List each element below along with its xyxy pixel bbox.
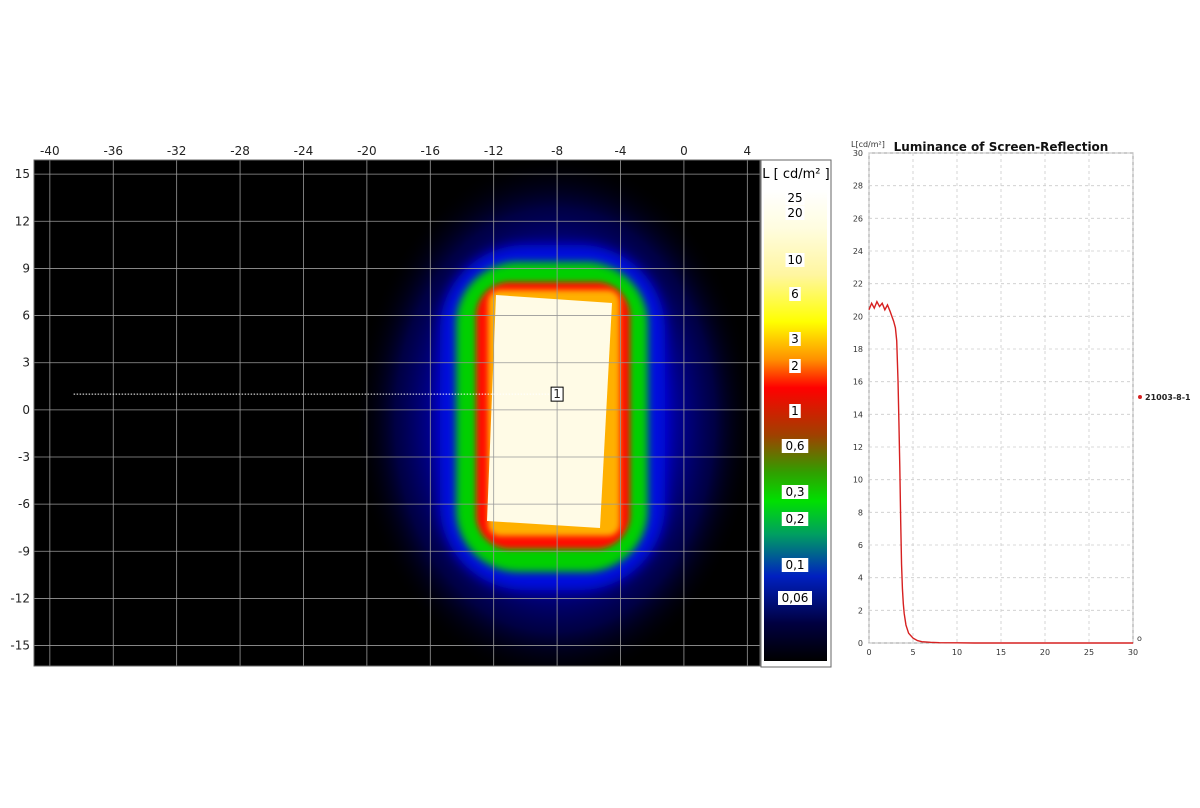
heatmap-y-tick-label: 0 — [22, 403, 30, 417]
colorbar-label-bg — [785, 191, 805, 205]
colorbar-label: 2 — [791, 359, 799, 373]
heatmap-x-tick-label: -24 — [294, 144, 314, 158]
heatmap-grid — [34, 160, 760, 666]
colorbar-label: 1 — [791, 404, 799, 418]
profile-line-label: 1 — [553, 387, 561, 401]
colorbar-label-bg — [781, 485, 809, 499]
colorbar-label: 0,3 — [785, 485, 804, 499]
heatmap-y-tick-label: 15 — [15, 167, 30, 181]
colorbar-label-bg — [789, 404, 801, 418]
profile-line-marker: 1 — [550, 386, 564, 402]
heatmap-x-tick-label: -4 — [615, 144, 627, 158]
heatmap-x-tick-label: 0 — [680, 144, 688, 158]
colorbar-label-bg — [789, 287, 801, 301]
heatmap-x-tick-label: -20 — [357, 144, 377, 158]
heatmap-y-tick-label: 9 — [22, 261, 30, 275]
heatmap-y-tick-label: 12 — [15, 214, 30, 228]
heatmap-x-ticks: -40 -36 -32 -28 -24 -20 -16 -12 -8 -4 0 4 — [40, 144, 751, 158]
colorbar-label-bg — [781, 558, 809, 572]
colorbar-label-bg — [789, 359, 801, 373]
heatmap-y-tick-label: -9 — [18, 544, 30, 558]
heatmap-x-tick-label: -28 — [230, 144, 250, 158]
heatmap-x-tick-label: -16 — [420, 144, 440, 158]
colorbar-label: 20 — [787, 206, 802, 220]
colorbar-label-bg — [778, 591, 812, 605]
colorbar-label-bg — [785, 206, 805, 220]
heatmap-x-tick-label: -12 — [484, 144, 504, 158]
heatmap-x-tick-label: -32 — [167, 144, 187, 158]
heatmap-y-tick-label: -15 — [10, 639, 30, 653]
heatmap-frame — [33, 159, 761, 667]
heatmap-x-tick-label: -8 — [551, 144, 563, 158]
heatmap-y-tick-label: -3 — [18, 450, 30, 464]
colorbar-label: 3 — [791, 332, 799, 346]
heatmap-y-tick-label: -6 — [18, 497, 30, 511]
colorbar-label-bg — [789, 332, 801, 346]
heatmap-y-tick-label: 3 — [22, 356, 30, 370]
colorbar-gradient — [764, 190, 827, 661]
colorbar-label: 0,6 — [785, 439, 804, 453]
colorbar-label: 0,1 — [785, 558, 804, 572]
colorbar-label: 0,2 — [785, 512, 804, 526]
heatmap-x-tick-label: -36 — [103, 144, 123, 158]
heatmap-y-tick-label: 6 — [22, 309, 30, 323]
heatmap-y-ticks: 15 12 9 6 3 0 -3 -6 -9 -12 -15 — [10, 167, 30, 652]
heatmap-bright-screen — [487, 295, 612, 528]
colorbar-label-bg — [781, 512, 809, 526]
colorbar-label-bg — [785, 253, 805, 267]
colorbar-title: L [ cd/m² ] — [762, 167, 829, 182]
heatmap-y-tick-label: -12 — [10, 591, 30, 605]
heatmap-luminance-image — [355, 160, 755, 666]
heatmap-x-tick-label: -40 — [40, 144, 60, 158]
colorbar-label: 6 — [791, 287, 799, 301]
heatmap-x-tick-label: 4 — [743, 144, 751, 158]
colorbar-label: 0,06 — [782, 591, 809, 605]
colorbar-label-bg — [781, 439, 809, 453]
colorbar-label: 25 — [787, 191, 802, 205]
colorbar-label: 10 — [787, 253, 802, 267]
